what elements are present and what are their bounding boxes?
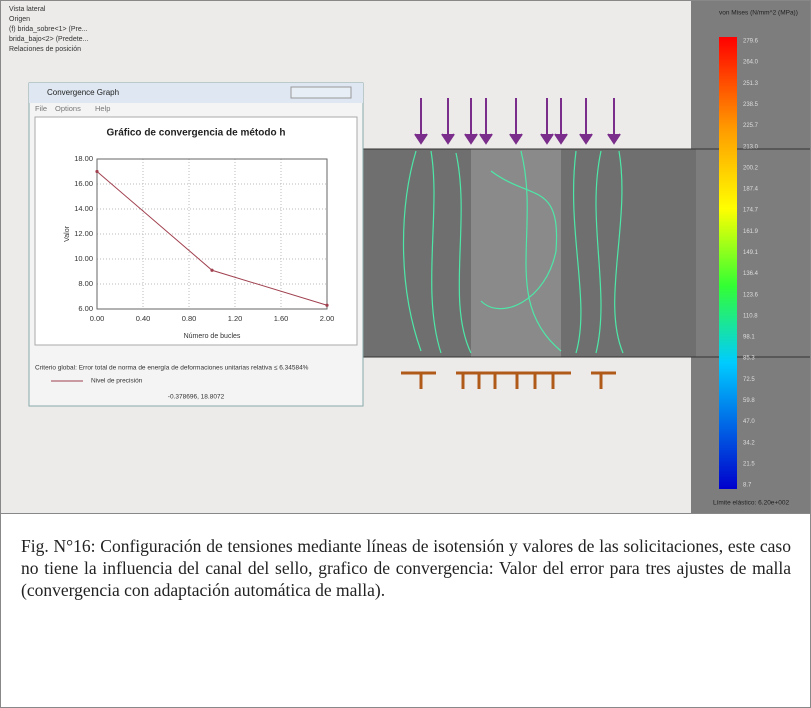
criterion: Criterio global: Error total de norma de… [35, 365, 309, 372]
isoline [595, 150, 602, 354]
flange [691, 1, 810, 513]
x-tick-label: 1.20 [228, 314, 243, 323]
colorbar-label: 98.1 [743, 335, 755, 341]
part-middle [471, 149, 561, 357]
legend-label: Nivel de precisión [91, 378, 143, 385]
y-tick-label: 12.00 [74, 229, 93, 238]
isoline [402, 150, 422, 352]
y-axis-label: Valor [64, 225, 71, 241]
colorbar-label: 161.9 [743, 229, 759, 235]
plot-frame [96, 158, 328, 310]
fixture-pins [419, 373, 603, 389]
colorbar-label: 149.1 [743, 250, 759, 256]
y-tick-label: 8.00 [78, 279, 93, 288]
isoline [573, 150, 582, 354]
menu-item[interactable]: Help [95, 104, 110, 113]
colorbar-label: 225.7 [743, 123, 759, 129]
window-controls[interactable] [290, 86, 352, 99]
y-tick-label: 18.00 [74, 154, 93, 163]
arrow [554, 98, 568, 145]
colorbar-label: 238.5 [743, 102, 759, 108]
point [210, 268, 214, 272]
x-tick-label: 2.00 [320, 314, 335, 323]
tree-item: Vista lateral [9, 6, 46, 13]
isoline [480, 170, 558, 310]
colorbar-label: 123.6 [743, 292, 759, 298]
colorbar-label: 279.6 [743, 39, 759, 45]
point [325, 303, 329, 307]
tree-item: Relaciones de posición [9, 46, 81, 53]
colorbar-label: 200.2 [743, 165, 759, 171]
isoline [614, 150, 624, 354]
window-title: Convergence Graph [47, 88, 119, 97]
arrow [479, 98, 493, 145]
arrow [607, 98, 621, 145]
colorbar-label: 85.3 [743, 356, 755, 362]
arrow [441, 98, 455, 145]
fixtures [401, 371, 616, 389]
x-tick-label: 0.40 [136, 314, 151, 323]
x-axis-label: Número de bucles [184, 333, 241, 340]
y-tick-label: 10.00 [74, 254, 93, 263]
arrow [414, 98, 428, 145]
colorbar-label: 72.5 [743, 377, 755, 383]
menu-item[interactable]: Options [55, 104, 81, 113]
screenshot: Vista lateral Origen (f) brida_sobre<1> (P… [1, 1, 810, 513]
colorbar-label: 21.5 [743, 461, 755, 467]
arrow [509, 98, 523, 145]
colorbar-label: 34.2 [743, 440, 755, 446]
isoline [430, 150, 442, 354]
load-arrows [414, 98, 621, 145]
colorbar-label: 187.4 [743, 187, 759, 193]
colorbar-label: 59.8 [743, 398, 755, 404]
colorbar-footer: Límite elástico: 6.20e+002 [713, 500, 789, 507]
menu-item[interactable]: File [35, 104, 47, 113]
tree-item: (f) brida_sobre<1> (Pre... [9, 26, 88, 33]
feature-tree: Vista lateral Origen (f) brida_sobre<1> (P… [9, 6, 88, 53]
colorbar-label: 136.4 [743, 271, 759, 277]
chart-title: Gráfico de convergencia de método h [107, 128, 286, 139]
colorbar-label: 213.0 [743, 144, 759, 150]
colorbar-label: 251.3 [743, 81, 759, 87]
x-tick-label: 0.80 [182, 314, 197, 323]
cursor-readout: -0.378696, 18.8072 [168, 394, 225, 401]
arrow [540, 98, 554, 145]
arrow [464, 98, 478, 145]
tree-item: Origen [9, 16, 30, 23]
colorbar-title: von Mises (N/mm^2 (MPa)) [719, 10, 798, 17]
y-tick-label: 6.00 [78, 304, 93, 313]
colorbar-label: 264.0 [743, 60, 759, 66]
x-tick-label: 0.00 [90, 314, 105, 323]
tree-item: brida_bajo<2> (Predete... [9, 36, 88, 43]
y-tick-label: 14.00 [74, 204, 93, 213]
colorbar-label: 47.0 [743, 419, 755, 425]
point [95, 169, 99, 174]
y-tick-label: 16.00 [74, 179, 93, 188]
caption: Fig. N°16: Configuración de tensiones me… [21, 536, 791, 600]
colorbar-label: 110.8 [743, 313, 758, 319]
divider [1, 513, 810, 514]
colorbar [719, 37, 737, 489]
colorbar-label: 8.7 [743, 483, 752, 489]
isoline [455, 152, 472, 354]
isoline [520, 150, 562, 352]
arrow [579, 98, 593, 145]
colorbar-label: 174.7 [743, 208, 759, 214]
x-tick-label: 1.60 [274, 314, 289, 323]
plot-panel [34, 116, 358, 346]
isolines [402, 150, 624, 354]
window-titlebar [29, 83, 363, 103]
